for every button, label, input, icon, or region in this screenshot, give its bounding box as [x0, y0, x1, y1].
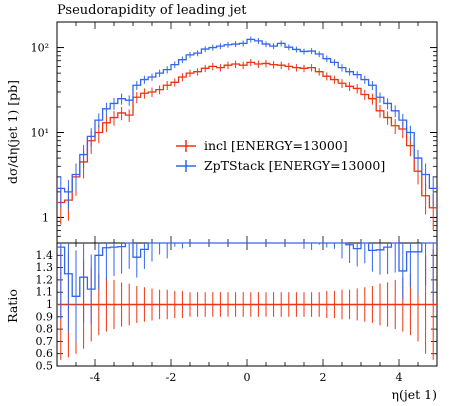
y-axis-label: dσ/dη(jet 1) [pb]	[5, 80, 20, 184]
legend-label-incl: incl [ENERGY=13000]	[204, 138, 348, 153]
ratio-axis-label: Ratio	[5, 289, 20, 323]
x-axis-label: η(jet 1)	[392, 387, 437, 402]
ratio-y-tick-label: 0.9	[36, 310, 54, 323]
legend: incl [ENERGY=13000] ZpTStack [ENERGY=130…	[176, 138, 385, 173]
main-plot-area	[56, 21, 438, 244]
x-tick-label: 0	[244, 371, 251, 384]
ratio-y-tick-label: 0.5	[36, 360, 54, 373]
ratio-axis-ticks: 0.50.60.70.80.911.11.21.31.4 -4 -2 0 2 4	[36, 243, 438, 384]
ratio-series-layer	[57, 242, 437, 360]
ratio-y-tick-label: 1.3	[36, 261, 54, 274]
chart-title: Pseudorapidity of leading jet	[57, 3, 247, 18]
ratio-y-tick-label: 1.2	[36, 273, 54, 286]
x-tick-label: -4	[90, 371, 101, 384]
series-line-0	[57, 61, 437, 209]
main-series-layer	[57, 36, 437, 230]
ratio-line-zptstack	[57, 242, 437, 297]
legend-label-zptstack: ZpTStack [ENERGY=13000]	[204, 158, 385, 173]
y-tick-label: 1	[42, 211, 49, 224]
x-tick-label: 2	[320, 371, 327, 384]
y-tick-label: 10¹	[31, 127, 49, 140]
ratio-y-tick-label: 1.4	[36, 249, 54, 262]
x-tick-label: -2	[166, 371, 177, 384]
x-tick-label: 4	[396, 371, 403, 384]
ratio-y-tick-label: 1.1	[36, 286, 54, 299]
y-tick-label: 10²	[31, 42, 49, 55]
ratio-y-tick-label: 0.7	[36, 335, 54, 348]
ratio-y-tick-label: 0.8	[36, 323, 54, 336]
ratio-y-tick-label: 0.6	[36, 347, 54, 360]
ratio-y-tick-label: 1	[46, 298, 53, 311]
